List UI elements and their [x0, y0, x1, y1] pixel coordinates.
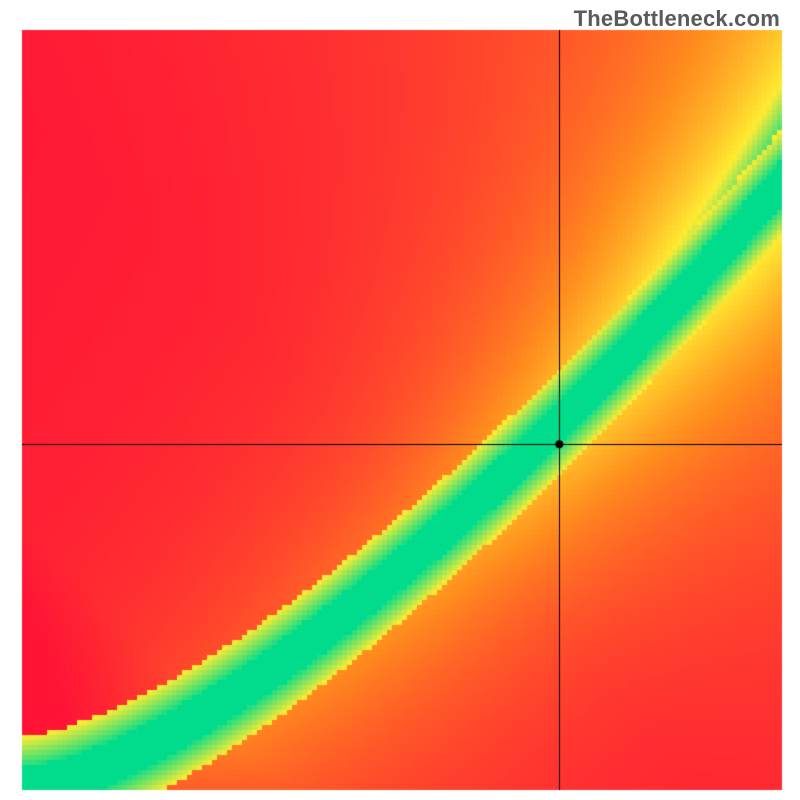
heatmap-canvas — [0, 0, 800, 800]
bottleneck-heatmap: TheBottleneck.com — [0, 0, 800, 800]
watermark-text: TheBottleneck.com — [574, 6, 780, 32]
